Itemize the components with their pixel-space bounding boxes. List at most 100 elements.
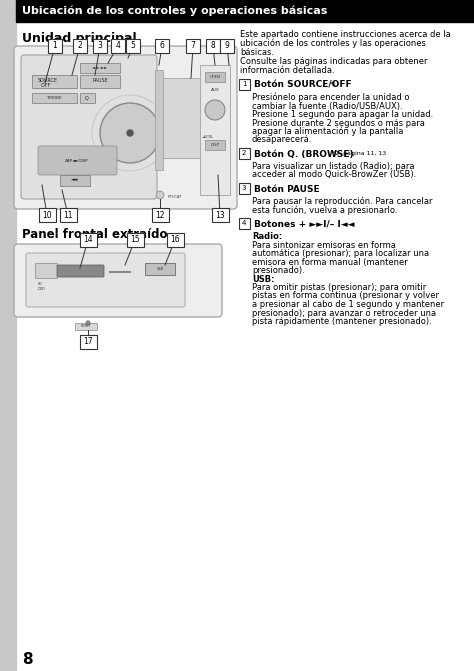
Text: PTY/CAT: PTY/CAT	[168, 195, 182, 199]
Text: Botón PAUSE: Botón PAUSE	[254, 185, 319, 193]
Circle shape	[156, 191, 164, 199]
Bar	[220, 39, 234, 53]
Text: 16: 16	[170, 236, 180, 244]
Bar	[126, 39, 140, 53]
Text: emisora en forma manual (mantener: emisora en forma manual (mantener	[252, 258, 408, 266]
Bar	[127, 233, 144, 247]
Text: DISP: DISP	[210, 143, 219, 147]
Bar	[200, 65, 230, 195]
Bar	[80, 233, 97, 247]
Text: Presiónelo para encender la unidad o: Presiónelo para encender la unidad o	[252, 93, 410, 103]
Text: 17: 17	[83, 338, 93, 346]
Text: 15: 15	[130, 236, 140, 244]
Bar	[239, 148, 250, 159]
Bar	[111, 39, 125, 53]
Text: Este apartado contiene instrucciones acerca de la: Este apartado contiene instrucciones ace…	[240, 30, 451, 39]
Text: 8: 8	[210, 42, 215, 50]
Bar	[239, 183, 250, 194]
Text: 5: 5	[130, 42, 136, 50]
Text: SD
DVD: SD DVD	[38, 282, 46, 291]
Text: Radio:: Radio:	[252, 232, 282, 241]
Circle shape	[205, 100, 225, 120]
Bar	[155, 70, 163, 170]
Text: 7: 7	[191, 42, 195, 50]
Text: 1: 1	[53, 42, 57, 50]
Text: ◄◄  ►►: ◄◄ ►►	[92, 66, 108, 70]
Bar	[93, 39, 107, 53]
Text: 14: 14	[83, 236, 93, 244]
Bar	[155, 39, 169, 53]
Bar	[145, 263, 175, 275]
Text: 4: 4	[116, 42, 120, 50]
Text: esta función, vuelva a presionarlo.: esta función, vuelva a presionarlo.	[252, 205, 398, 215]
Text: cambiar la fuente (Radio/USB/AUX).: cambiar la fuente (Radio/USB/AUX).	[252, 101, 402, 111]
Text: presionado).: presionado).	[252, 266, 305, 275]
Text: Para omitir pistas (presionar); para omitir: Para omitir pistas (presionar); para omi…	[252, 283, 426, 292]
Bar	[39, 208, 56, 222]
Text: 4: 4	[242, 220, 246, 226]
Text: 11: 11	[63, 211, 73, 219]
Text: Q: Q	[85, 95, 89, 101]
Text: Presione durante 2 segundos o más para: Presione durante 2 segundos o más para	[252, 119, 425, 127]
Text: automática (presionar); para localizar una: automática (presionar); para localizar u…	[252, 249, 429, 258]
Circle shape	[100, 103, 160, 163]
Text: Botón SOURCE/OFF: Botón SOURCE/OFF	[254, 81, 352, 89]
Text: RESET: RESET	[81, 324, 91, 328]
Text: OPEN: OPEN	[210, 75, 220, 79]
FancyBboxPatch shape	[14, 46, 237, 209]
Circle shape	[86, 321, 90, 325]
Text: SOURCE: SOURCE	[38, 78, 58, 83]
Text: 10: 10	[42, 211, 52, 219]
Text: Ubicación de los controles y operaciones básicas: Ubicación de los controles y operaciones…	[22, 6, 328, 16]
Bar	[212, 208, 229, 222]
Bar	[80, 63, 120, 73]
Text: OFF: OFF	[38, 83, 50, 88]
Text: 1: 1	[242, 81, 246, 87]
Text: presionado); para avanzar o retroceder una: presionado); para avanzar o retroceder u…	[252, 309, 436, 317]
Text: ZAP◄►DISP: ZAP◄►DISP	[65, 159, 89, 163]
Bar	[239, 79, 250, 90]
Bar	[35, 263, 57, 278]
Bar	[239, 218, 250, 229]
Text: 3: 3	[98, 42, 102, 50]
Text: Botones + ►►I/– I◄◄: Botones + ►►I/– I◄◄	[254, 219, 355, 229]
Bar	[0, 0, 16, 671]
Text: 8: 8	[22, 652, 33, 666]
Text: *2  página 11, 13: *2 página 11, 13	[330, 150, 386, 156]
FancyBboxPatch shape	[57, 265, 104, 277]
Text: USB:: USB:	[252, 274, 274, 284]
Bar	[60, 208, 77, 222]
Text: Presione 1 segundo para apagar la unidad.: Presione 1 segundo para apagar la unidad…	[252, 110, 433, 119]
Text: Consulte las páginas indicadas para obtener: Consulte las páginas indicadas para obte…	[240, 57, 428, 66]
Text: Para visualizar un listado (Radio); para: Para visualizar un listado (Radio); para	[252, 162, 414, 171]
Bar	[73, 39, 87, 53]
Bar	[206, 39, 220, 53]
Text: información detallada.: información detallada.	[240, 66, 335, 75]
Text: *1: *1	[330, 81, 337, 87]
FancyBboxPatch shape	[38, 146, 117, 175]
Bar	[167, 233, 184, 247]
FancyBboxPatch shape	[14, 244, 222, 317]
Bar	[48, 39, 62, 53]
Text: T.MODE: T.MODE	[46, 96, 62, 100]
Text: PAUSE: PAUSE	[92, 79, 108, 83]
Text: ubicación de los controles y las operaciones: ubicación de los controles y las operaci…	[240, 39, 426, 48]
Text: ◄◄: ◄◄	[71, 178, 79, 183]
Bar	[80, 335, 97, 349]
Text: 6: 6	[160, 42, 164, 50]
Text: AUX: AUX	[210, 88, 219, 92]
Text: 9: 9	[225, 42, 229, 50]
Text: ◄SCRL: ◄SCRL	[202, 135, 214, 139]
Text: Para sintonizar emisoras en forma: Para sintonizar emisoras en forma	[252, 240, 396, 250]
Bar	[32, 93, 77, 103]
Text: 2: 2	[242, 150, 246, 156]
Bar	[75, 323, 97, 330]
Circle shape	[127, 130, 133, 136]
Text: 13: 13	[215, 211, 225, 219]
FancyBboxPatch shape	[26, 253, 185, 307]
Text: 2: 2	[78, 42, 82, 50]
Bar	[80, 75, 120, 88]
Text: Botón Q. (BROWSE): Botón Q. (BROWSE)	[254, 150, 354, 158]
Text: pista rápidamente (mantener presionado).: pista rápidamente (mantener presionado).	[252, 317, 432, 326]
Text: acceder al modo Quick-BrowZer (USB).: acceder al modo Quick-BrowZer (USB).	[252, 170, 416, 180]
